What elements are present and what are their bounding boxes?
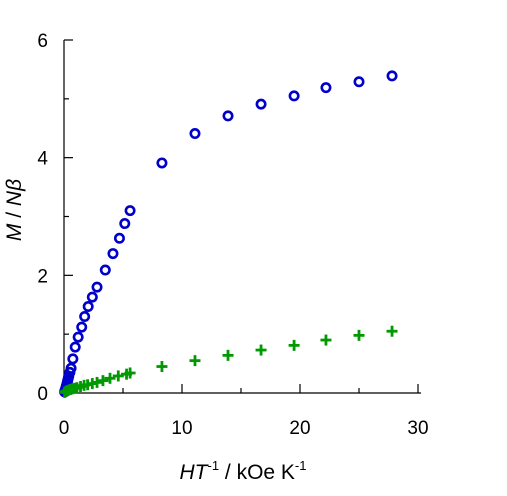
data-point-plus <box>124 367 136 379</box>
y-label-var-m: M <box>3 223 26 241</box>
data-point-circle <box>79 311 91 323</box>
x-tick-label: 30 <box>407 418 428 439</box>
y-tick-label: 4 <box>37 149 48 170</box>
x-label-var-t: T <box>195 461 210 484</box>
y-axis-label: M / Nβ <box>3 179 26 241</box>
data-point-plus <box>222 349 234 361</box>
data-point-circle <box>156 157 168 169</box>
y-label-var-n: N <box>3 190 26 206</box>
data-point-circle <box>353 76 365 88</box>
data-point-circle <box>113 232 125 244</box>
data-point-circle <box>76 321 88 333</box>
data-point-plus <box>353 329 365 341</box>
x-label-unit: / kOe K <box>219 461 295 484</box>
x-label-var-h: H <box>180 461 196 484</box>
data-point-circle <box>91 281 103 293</box>
data-point-circle <box>107 248 119 260</box>
data-point-plus <box>386 325 398 337</box>
data-point-circle <box>189 128 201 140</box>
data-point-circle <box>119 218 131 230</box>
data-point-plus <box>288 339 300 351</box>
x-label-exponent-2: -1 <box>295 458 307 473</box>
x-tick-label: 20 <box>289 418 310 439</box>
data-point-circle <box>255 98 267 110</box>
data-point-plus <box>255 344 267 356</box>
data-point-plus <box>112 370 124 382</box>
y-tick-label: 6 <box>37 31 48 52</box>
data-point-circle <box>386 70 398 82</box>
tick-labels: 0 10 20 30 0 2 4 6 <box>37 31 428 439</box>
y-label-separator: / <box>3 206 26 224</box>
data-point-circle <box>320 82 332 94</box>
x-axis-label: HT-1 / kOe K-1 <box>180 458 307 484</box>
x-tick-label: 10 <box>171 418 192 439</box>
data-point-circle <box>86 291 98 303</box>
data-point-plus <box>104 372 116 384</box>
data-point-circle <box>69 341 81 353</box>
data-point-plus <box>189 355 201 367</box>
x-tick-label: 0 <box>59 418 70 439</box>
data-point-circle <box>288 90 300 102</box>
data-point-circle <box>222 110 234 122</box>
data-point-plus <box>320 334 332 346</box>
data-point-plus <box>91 376 103 388</box>
y-label-var-beta: β <box>3 179 26 192</box>
data-point-plus <box>97 375 109 387</box>
axes <box>60 39 421 397</box>
data-point-plus <box>156 361 168 373</box>
data-marks <box>59 70 398 398</box>
data-point-circle <box>65 362 77 374</box>
x-label-exponent-1: -1 <box>208 458 220 473</box>
data-point-circle <box>67 353 79 365</box>
data-point-circle <box>99 264 111 276</box>
y-tick-label: 0 <box>37 384 48 405</box>
data-point-circle <box>124 205 136 217</box>
data-point-circle <box>72 331 84 343</box>
data-point-circle <box>82 301 94 313</box>
y-tick-label: 2 <box>37 266 48 287</box>
